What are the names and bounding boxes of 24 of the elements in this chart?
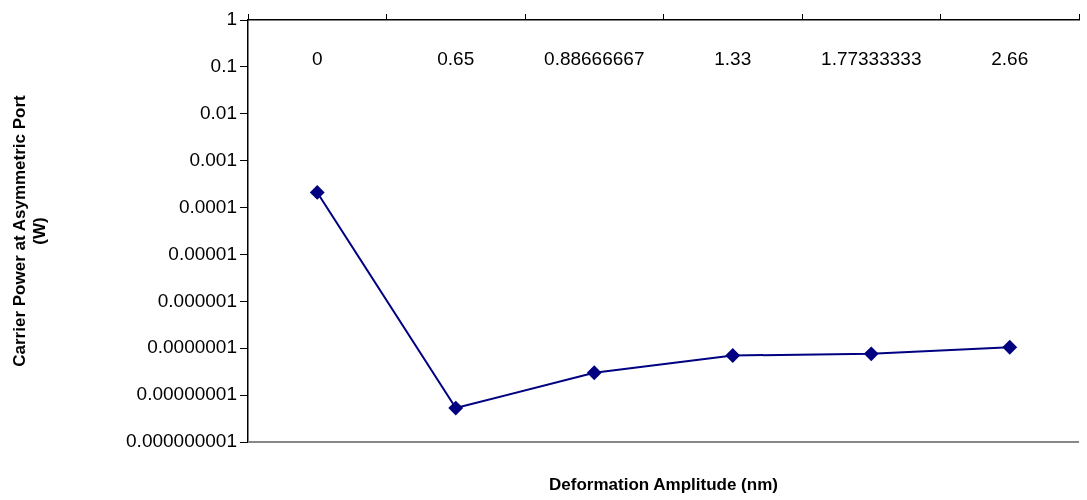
y-tick-label: 0.000001 xyxy=(157,289,237,311)
point xyxy=(1002,340,1017,355)
point xyxy=(310,185,325,200)
x-axis-title: Deformation Amplitude (nm) xyxy=(549,474,778,494)
y-tick-label: 0.1 xyxy=(210,55,237,77)
x-tick-label: 0.65 xyxy=(437,48,475,70)
point xyxy=(587,365,602,380)
y-tick-label: 0.001 xyxy=(189,148,237,170)
y-tick-label: 0.01 xyxy=(200,102,237,124)
x-tick-label: 1.33 xyxy=(714,48,752,70)
point xyxy=(864,346,879,361)
y-tick-label: 0.0001 xyxy=(178,195,237,217)
y-tick-label: 0.00001 xyxy=(168,242,237,264)
x-tick-label: 0 xyxy=(311,48,323,70)
x-tick-label: 2.66 xyxy=(991,48,1029,70)
y-tick-label: 0.0000001 xyxy=(147,336,237,358)
point xyxy=(725,348,740,363)
y-axis-title: Carrier Power at Asymmetric Port (W) xyxy=(9,94,50,367)
y-tick-label: 0.000000001 xyxy=(126,430,237,452)
point xyxy=(448,401,463,416)
x-tick-label: 0.88666667 xyxy=(544,48,645,70)
y-tick-label: 1 xyxy=(226,8,237,30)
x-tick-label: 1.77333333 xyxy=(821,48,922,70)
y-tick-label: 0.00000001 xyxy=(136,383,237,405)
